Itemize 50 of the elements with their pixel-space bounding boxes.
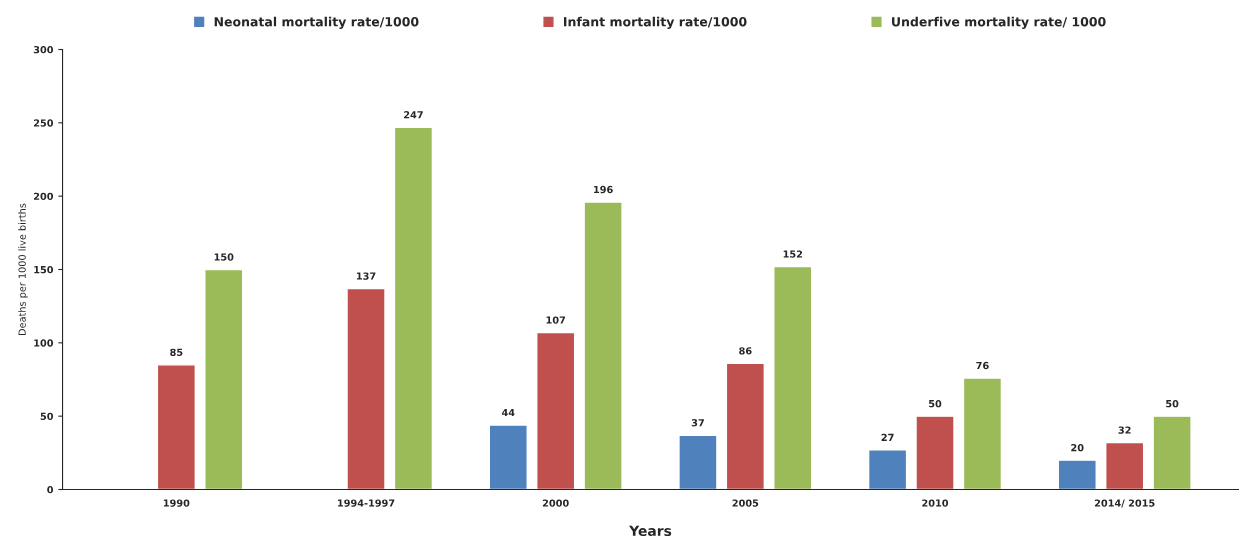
bar [346,287,386,490]
bar [1152,415,1192,490]
legend-label: Underfive mortality rate/ 1000 [892,16,1106,29]
legend-label: Neonatal mortality rate/1000 [214,16,419,29]
x-tick-label: 2005 [732,499,759,507]
y-tick-label: 100 [34,339,54,347]
x-tick-label: 2014/ 2015 [1094,499,1155,508]
bar [488,424,528,490]
bar [773,265,813,490]
data-label: 196 [594,185,613,194]
data-label: 107 [546,316,566,324]
x-tick-label: 1994-1997 [338,499,395,507]
bar [678,434,718,490]
data-label: 20 [1071,443,1084,452]
y-tick-label: 50 [40,412,54,420]
data-label: 37 [691,419,704,427]
bar [962,377,1003,490]
data-label: 50 [929,399,942,408]
data-label: 247 [404,111,423,119]
data-label: 32 [1118,426,1131,434]
y-tick-label: 150 [34,265,54,274]
bar [536,331,576,490]
bar [1105,441,1145,490]
bar [156,364,197,490]
y-tick-label: 200 [34,192,54,200]
y-tick-label: 250 [34,119,54,127]
data-label: 137 [356,272,376,280]
bar [1057,459,1097,490]
bar [915,415,955,490]
data-label: 50 [1166,399,1179,408]
data-label: 86 [739,347,752,355]
x-axis-title: Years [629,525,672,537]
data-label: 44 [501,408,515,416]
bar [867,449,908,490]
legend-label: Infant mortality rate/1000 [564,16,747,29]
y-axis-title: Deaths per 1000 live births [18,203,28,335]
bar [583,201,623,490]
data-label: 150 [214,253,234,261]
x-tick-label: 2010 [922,499,949,507]
data-label: 27 [881,433,894,441]
bar [725,362,766,490]
data-label: 85 [170,348,183,357]
x-tick-label: 1990 [163,499,190,507]
bar [393,126,434,490]
bar [204,268,244,490]
data-label: 152 [783,250,803,258]
data-label: 76 [976,361,989,370]
y-tick-label: 300 [33,45,54,54]
x-tick-label: 2000 [542,499,569,507]
y-tick-label: 0 [47,485,54,494]
